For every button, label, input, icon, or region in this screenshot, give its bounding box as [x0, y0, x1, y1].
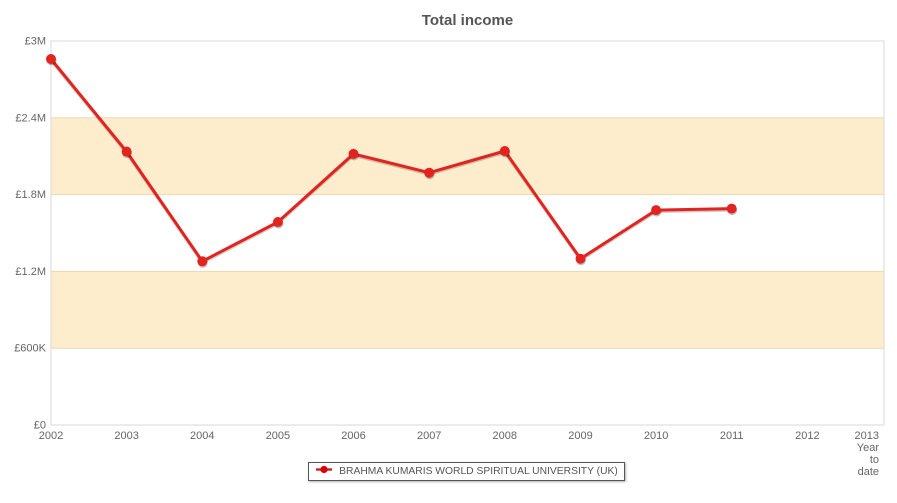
svg-text:£1.8M: £1.8M	[15, 189, 46, 201]
svg-text:2010: 2010	[644, 430, 668, 442]
svg-text:2012: 2012	[795, 430, 819, 442]
svg-text:£3M: £3M	[25, 36, 46, 48]
svg-text:2008: 2008	[493, 430, 517, 442]
svg-text:2005: 2005	[266, 430, 290, 442]
svg-text:£2.4M: £2.4M	[15, 112, 46, 124]
svg-text:2002: 2002	[39, 430, 63, 442]
svg-text:2006: 2006	[341, 430, 365, 442]
svg-text:to: to	[870, 454, 879, 466]
svg-text:£600K: £600K	[14, 343, 46, 355]
svg-text:2004: 2004	[190, 430, 214, 442]
svg-text:2011: 2011	[720, 430, 744, 442]
svg-text:£1.2M: £1.2M	[15, 266, 46, 278]
svg-text:2009: 2009	[568, 430, 592, 442]
svg-text:2007: 2007	[417, 430, 441, 442]
svg-text:2013: 2013	[855, 430, 879, 442]
svg-text:Year: Year	[857, 442, 880, 454]
svg-text:date: date	[858, 466, 879, 478]
svg-text:2003: 2003	[114, 430, 138, 442]
